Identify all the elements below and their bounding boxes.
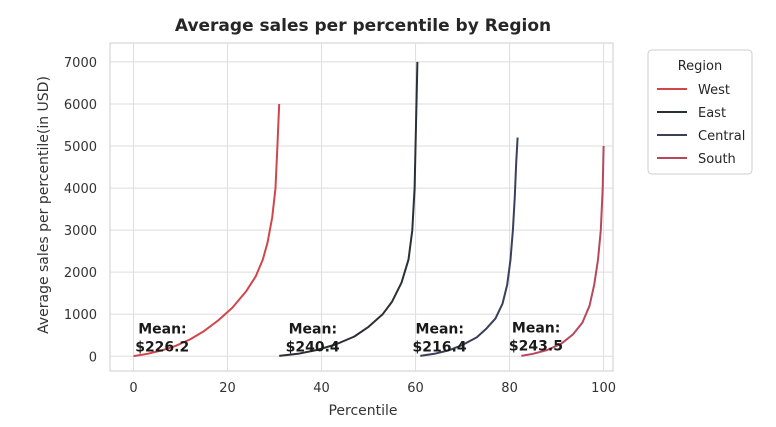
mean-annotation-label: Mean: [416,321,464,337]
mean-annotation-value: $226.2 [135,339,189,355]
legend-label-east: East [698,106,726,121]
plot-area: 0 20 40 60 80 1000100020003000400050006000700… [64,42,616,396]
chart-title: Average sales per percentile by Region [175,16,551,36]
x-tick-label: 0 [129,381,137,396]
legend-box [647,49,753,175]
series-line-west [133,103,281,358]
mean-annotation-label: Mean: [138,321,186,337]
mean-annotation-value: $216.4 [413,339,467,355]
mean-annotation-label: Mean: [512,320,560,336]
legend-label-central: Central [698,129,745,144]
legend-label-south: South [698,152,736,167]
y-tick-label: 6000 [64,98,97,113]
y-tick-label: 1000 [64,308,97,323]
legend: Region West East Central South [647,49,753,175]
series-line-central [420,137,519,357]
x-tick-label: 60 [407,381,424,396]
series-line-south [521,145,605,357]
series-line-east [279,61,419,357]
mean-annotation-value: $243.5 [509,338,563,354]
y-tick-label: 3000 [64,224,97,239]
y-tick-label: 7000 [64,56,97,71]
legend-title: Region [678,59,723,74]
y-tick-label: 4000 [64,182,97,197]
x-axis-label: Percentile [328,403,397,419]
mean-annotation-label: Mean: [289,321,337,337]
plot-frame [109,42,614,372]
x-tick-label: 100 [591,381,616,396]
x-tick-label: 40 [313,381,330,396]
mean-annotation-value: $240.4 [286,339,340,355]
y-tick-label: 2000 [64,266,97,281]
legend-label-west: West [698,83,730,98]
x-tick-label: 80 [501,381,518,396]
x-tick-label: 20 [219,381,236,396]
y-tick-label: 0 [89,350,97,365]
y-axis-label: Average sales per percentile(in USD) [36,76,52,334]
y-tick-label: 5000 [64,140,97,155]
